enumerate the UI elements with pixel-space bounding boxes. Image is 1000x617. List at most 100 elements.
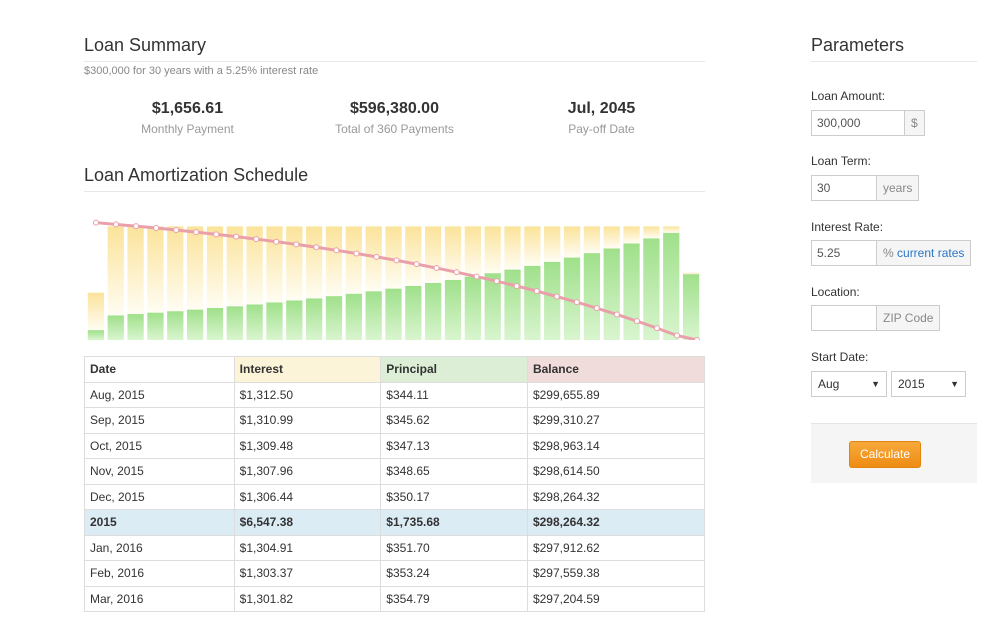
cell-balance: $297,912.62 <box>526 534 706 561</box>
balance-point <box>113 221 120 228</box>
balance-point <box>473 273 480 280</box>
balance-point <box>93 219 99 226</box>
location-group: ZIP Code <box>811 305 941 331</box>
principal-bar <box>405 285 422 340</box>
interest-bar <box>484 226 501 274</box>
interest-bar <box>563 226 581 258</box>
cell-principal: $345.62 <box>380 407 528 434</box>
current-rates-link[interactable]: current rates <box>897 246 965 260</box>
interest-bar <box>306 226 323 299</box>
balance-point <box>533 288 540 295</box>
cell-date: Sep, 2015 <box>84 407 235 434</box>
interest-rate-label: Interest Rate: <box>811 220 884 234</box>
interest-bar <box>127 226 144 315</box>
start-year-select[interactable]: 2015 ▼ <box>891 371 966 397</box>
start-date-label: Start Date: <box>811 350 869 364</box>
balance-point <box>553 293 560 300</box>
interest-bar <box>544 226 561 262</box>
cell-principal: $344.11 <box>380 381 528 408</box>
principal-bar <box>385 288 402 340</box>
balance-point <box>633 318 640 325</box>
interest-rate-input[interactable]: 5.25 <box>811 240 877 266</box>
cell-principal: $1,735.68 <box>380 509 528 536</box>
calculate-button[interactable]: Calculate <box>849 441 921 468</box>
balance-point <box>253 236 260 243</box>
interest-rate-group: 5.25 % current rates <box>811 240 972 266</box>
balance-point <box>593 305 600 312</box>
table-row: Feb, 2016 $1,303.37 $353.24 $297,559.38 <box>84 560 706 587</box>
start-year-value: 2015 <box>898 377 925 391</box>
cell-date: 2015 <box>84 509 235 536</box>
principal-bar <box>286 300 303 340</box>
stat-value: $1,656.61 <box>151 100 224 117</box>
total-payments-stat: $596,380.00 Total of 360 Payments <box>291 100 498 136</box>
balance-point <box>694 337 700 340</box>
cell-date: Mar, 2016 <box>84 585 235 612</box>
principal-bar <box>663 232 680 340</box>
loan-term-input[interactable]: 30 <box>811 175 877 201</box>
balance-point <box>293 241 300 248</box>
zip-code-input[interactable] <box>811 305 877 331</box>
dollar-addon: $ <box>905 110 925 136</box>
principal-bar <box>583 253 601 340</box>
interest-bar <box>266 226 283 303</box>
cell-balance: $297,559.38 <box>526 560 706 587</box>
interest-bar <box>325 226 343 297</box>
principal-bar <box>544 261 561 340</box>
cell-principal: $353.24 <box>380 560 528 587</box>
summary-title: Loan Summary <box>84 35 207 55</box>
table-row: Nov, 2015 $1,307.96 $348.65 $298,614.50 <box>84 458 706 485</box>
balance-point <box>233 233 240 240</box>
interest-bar <box>682 272 700 275</box>
principal-bar <box>563 257 581 340</box>
table-row: Aug, 2015 $1,312.50 $344.11 $299,655.89 <box>84 381 706 408</box>
interest-bar <box>246 226 263 305</box>
interest-bar <box>405 226 422 286</box>
interest-bar <box>524 226 541 266</box>
balance-point <box>433 265 440 272</box>
principal-bar <box>325 296 343 340</box>
cell-interest: $1,306.44 <box>233 483 382 510</box>
principal-bar <box>266 302 283 340</box>
cell-interest: $1,310.99 <box>233 407 382 434</box>
cell-balance: $299,655.89 <box>526 381 706 408</box>
divider <box>84 61 705 62</box>
principal-bar <box>87 330 105 340</box>
zip-code-addon: ZIP Code <box>877 305 941 331</box>
balance-point <box>373 253 380 260</box>
cell-date: Oct, 2015 <box>84 432 235 459</box>
balance-point <box>133 223 140 230</box>
interest-bar <box>147 226 164 313</box>
table-row: Oct, 2015 $1,309.48 $347.13 $298,963.14 <box>84 432 706 459</box>
interest-bar <box>623 226 640 244</box>
principal-bar <box>524 265 541 340</box>
balance-point <box>453 269 460 276</box>
table-header-row: Date Interest Principal Balance <box>84 356 706 383</box>
interest-bar <box>365 226 382 292</box>
balance-point <box>573 299 580 306</box>
percent-symbol: % <box>883 246 894 260</box>
table-row: Dec, 2015 $1,306.44 $350.17 $298,264.32 <box>84 483 706 510</box>
balance-point <box>213 231 220 238</box>
interest-bar <box>167 226 184 312</box>
balance-point <box>353 250 360 257</box>
principal-bar <box>425 282 442 340</box>
schedule-title: Loan Amortization Schedule <box>84 165 309 185</box>
monthly-payment-stat: $1,656.61 Monthly Payment <box>84 100 291 136</box>
payoff-date-stat: Jul, 2045 Pay-off Date <box>498 100 705 136</box>
schedule-table: Date Interest Principal Balance Aug, 201… <box>84 356 706 612</box>
calculate-panel: Calculate <box>811 423 977 483</box>
cell-interest: $1,304.91 <box>233 534 382 561</box>
col-principal-header: Principal <box>380 356 528 383</box>
cell-date: Aug, 2015 <box>84 381 235 408</box>
loan-amount-input[interactable]: 300,000 <box>811 110 905 136</box>
cell-principal: $354.79 <box>380 585 528 612</box>
stat-label: Monthly Payment <box>141 122 234 136</box>
chevron-down-icon: ▼ <box>950 379 959 389</box>
cell-date: Feb, 2016 <box>84 560 235 587</box>
interest-bar <box>583 226 601 254</box>
cell-principal: $350.17 <box>380 483 528 510</box>
balance-point <box>653 325 660 332</box>
start-month-select[interactable]: Aug ▼ <box>811 371 887 397</box>
interest-bar <box>385 226 402 289</box>
